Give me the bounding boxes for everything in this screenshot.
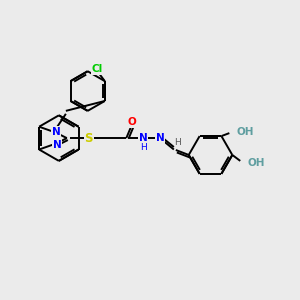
Text: OH: OH bbox=[236, 127, 254, 137]
Text: H: H bbox=[174, 138, 181, 147]
Text: N: N bbox=[52, 140, 61, 150]
Text: OH: OH bbox=[247, 158, 265, 168]
Text: H: H bbox=[140, 142, 146, 152]
Text: N: N bbox=[52, 127, 60, 137]
Text: O: O bbox=[128, 117, 136, 127]
Text: N: N bbox=[156, 133, 164, 143]
Text: N: N bbox=[139, 133, 148, 143]
Text: S: S bbox=[84, 132, 93, 145]
Text: Cl: Cl bbox=[91, 64, 103, 74]
